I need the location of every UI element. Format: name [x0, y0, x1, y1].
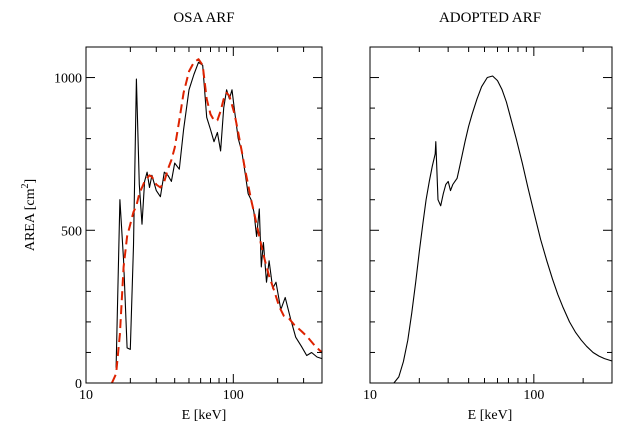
- x-tick-label: 100: [523, 388, 544, 403]
- y-tick-label: 1000: [54, 72, 82, 87]
- y-axis-label-main: AREA [cm: [23, 188, 38, 251]
- plot-frame: [85, 46, 323, 384]
- x-tick-label: 100: [223, 388, 244, 403]
- y-axis-label-superscript: 2: [20, 184, 31, 189]
- plot-frame: [369, 46, 613, 384]
- y-axis-label-suffix: ]: [23, 179, 38, 184]
- chart-title: OSA ARF: [173, 10, 234, 26]
- axis-ticks: 10 100: [363, 47, 612, 403]
- series-line-1: [393, 75, 613, 384]
- x-axis-label: E [keV]: [182, 408, 227, 423]
- x-tick-label: 10: [79, 388, 93, 403]
- panel-adopted-arf: ADOPTED ARF 10 100 E [keV]: [363, 10, 613, 423]
- y-tick-label: 500: [61, 224, 82, 239]
- chart-title: ADOPTED ARF: [439, 10, 541, 26]
- y-axis-label: AREA [cm2]: [20, 179, 38, 251]
- plot-marks: [110, 58, 323, 384]
- series-line-2: [110, 58, 323, 384]
- x-tick-label: 10: [363, 388, 377, 403]
- series-line-1: [115, 61, 323, 368]
- y-tick-label: 0: [75, 377, 82, 392]
- plot-marks: [393, 75, 613, 384]
- x-axis-label: E [keV]: [468, 408, 513, 423]
